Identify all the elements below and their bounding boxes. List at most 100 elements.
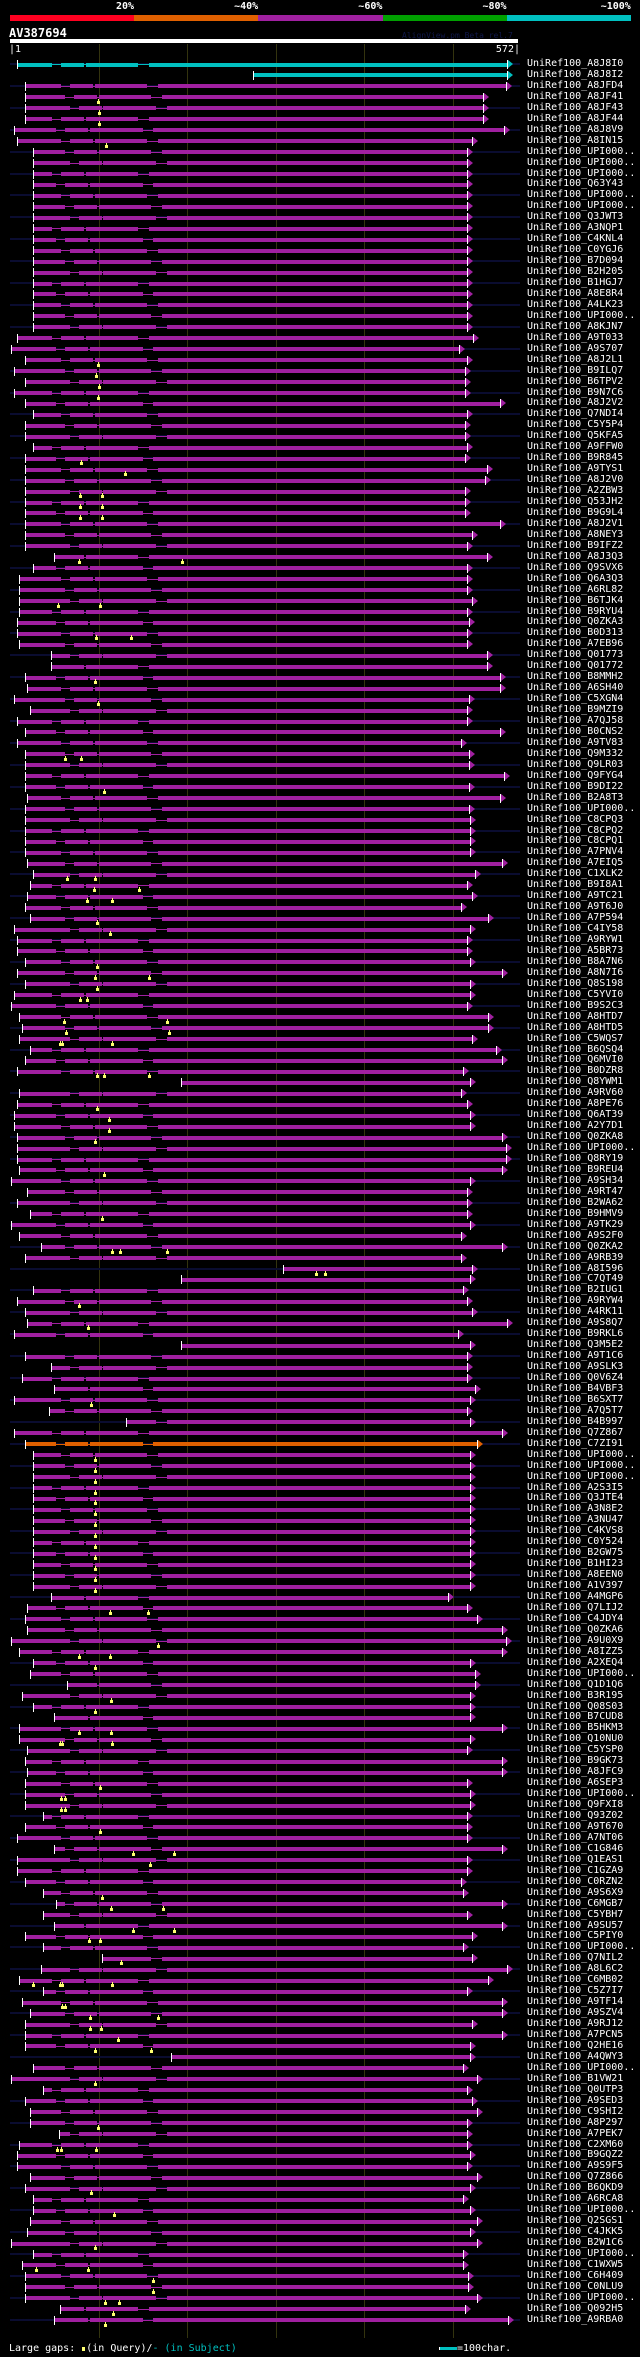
hit-label[interactable]: UniRef100_Q3JTE4 xyxy=(527,1492,624,1504)
hit-label[interactable]: UniRef100_B0DZR8 xyxy=(527,1065,624,1077)
hit-label[interactable]: UniRef100_Q7Z867 xyxy=(527,1426,624,1438)
hit-label[interactable]: UniRef100_A9S8Q7 xyxy=(527,1317,624,1329)
hit-label[interactable]: UniRef100_Q1D1Q6 xyxy=(527,1678,624,1690)
hit-label[interactable]: UniRef100_A7NT06 xyxy=(527,1831,624,1843)
hit-label[interactable]: UniRef100_A4RK11 xyxy=(527,1306,624,1318)
hit-label[interactable]: UniRef100_C8CPQ3 xyxy=(527,813,624,825)
hit-label[interactable]: UniRef100_A3N8E2 xyxy=(527,1503,624,1515)
hit-label[interactable]: UniRef100_A7P594 xyxy=(527,912,624,924)
hit-label[interactable]: UniRef100_Q9M332 xyxy=(527,747,624,759)
hit-label[interactable]: UniRef100_C4JKK5 xyxy=(527,2226,624,2238)
hit-label[interactable]: UniRef100_B5HKM3 xyxy=(527,1722,624,1734)
hit-label[interactable]: UniRef100_A8NEY3 xyxy=(527,528,624,540)
hit-label[interactable]: UniRef100_A8J2L1 xyxy=(527,353,624,365)
hit-label[interactable]: UniRef100_A9T033 xyxy=(527,331,624,343)
hit-label[interactable]: UniRef100_B6SXT7 xyxy=(527,1393,624,1405)
hit-label[interactable]: UniRef100_Q08S03 xyxy=(527,1700,624,1712)
hit-label[interactable]: UniRef100_B1HI23 xyxy=(527,1558,624,1570)
hit-label[interactable]: UniRef100_A9RB39 xyxy=(527,1251,624,1263)
hit-label[interactable]: UniRef100_A9SH34 xyxy=(527,1174,624,1186)
hit-label[interactable]: UniRef100_B2H205 xyxy=(527,266,624,278)
hit-label[interactable]: UniRef100_A9TF14 xyxy=(527,1996,624,2008)
hit-label[interactable]: UniRef100_A8N7I6 xyxy=(527,966,624,978)
hit-label[interactable]: UniRef100_UPI000.. xyxy=(527,1448,636,1460)
hit-label[interactable]: UniRef100_Q63Y43 xyxy=(527,178,624,190)
hit-label[interactable]: UniRef100_A8J3Q3 xyxy=(527,550,624,562)
hit-label[interactable]: UniRef100_A6RCA8 xyxy=(527,2193,624,2205)
hit-label[interactable]: UniRef100_UPI000.. xyxy=(527,189,636,201)
hit-label[interactable]: UniRef100_A8J8V9 xyxy=(527,123,624,135)
hit-label[interactable]: UniRef100_B6TPV2 xyxy=(527,375,624,387)
hit-label[interactable]: UniRef100_Q01772 xyxy=(527,660,624,672)
hit-label[interactable]: UniRef100_B9ILQ7 xyxy=(527,364,624,376)
hit-label[interactable]: UniRef100_B6QKD9 xyxy=(527,2182,624,2194)
hit-label[interactable]: UniRef100_UPI000.. xyxy=(527,2204,636,2216)
hit-label[interactable]: UniRef100_A8J2V2 xyxy=(527,397,624,409)
hit-label[interactable]: UniRef100_A6RL82 xyxy=(527,583,624,595)
hit-label[interactable]: UniRef100_C1XLK2 xyxy=(527,868,624,880)
hit-label[interactable]: UniRef100_A4LK23 xyxy=(527,298,624,310)
hit-label[interactable]: UniRef100_UPI000.. xyxy=(527,167,636,179)
hit-label[interactable]: UniRef100_Q7NIL2 xyxy=(527,1952,624,1964)
hit-label[interactable]: UniRef100_A9SLK3 xyxy=(527,1361,624,1373)
hit-label[interactable]: UniRef100_UPI000.. xyxy=(527,309,636,321)
hit-label[interactable]: UniRef100_A7PCN5 xyxy=(527,2029,624,2040)
hit-label[interactable]: UniRef100_A8KJN7 xyxy=(527,320,624,332)
hit-label[interactable]: UniRef100_A7EIQ5 xyxy=(527,857,624,869)
hit-label[interactable]: UniRef100_C5Z7I7 xyxy=(527,1985,624,1997)
hit-label[interactable]: UniRef100_UPI000.. xyxy=(527,1667,636,1679)
hit-label[interactable]: UniRef100_C1WXW5 xyxy=(527,2258,624,2270)
hit-label[interactable]: UniRef100_Q9FYG4 xyxy=(527,769,624,781)
hit-label[interactable]: UniRef100_C8CPQ2 xyxy=(527,824,624,836)
hit-label[interactable]: UniRef100_UPI000.. xyxy=(527,2061,636,2073)
hit-label[interactable]: UniRef100_A9T1C6 xyxy=(527,1350,624,1362)
hit-label[interactable]: UniRef100_A8E8R4 xyxy=(527,287,624,299)
hit-label[interactable]: UniRef100_A8I596 xyxy=(527,1262,624,1274)
hit-label[interactable]: UniRef100_A3NU47 xyxy=(527,1514,624,1526)
hit-label[interactable]: UniRef100_A6SH40 xyxy=(527,682,624,694)
hit-label[interactable]: UniRef100_A8PE76 xyxy=(527,1098,624,1110)
hit-label[interactable]: UniRef100_B4B997 xyxy=(527,1415,624,1427)
hit-label[interactable]: UniRef100_C6MB02 xyxy=(527,1974,624,1986)
hit-label[interactable]: UniRef100_Q8RY19 xyxy=(527,1153,624,1164)
hit-label[interactable]: UniRef100_A4QWY3 xyxy=(527,2050,624,2062)
hit-label[interactable]: UniRef100_A9S2F0 xyxy=(527,1229,624,1241)
hit-label[interactable]: UniRef100_Q0ZKA8 xyxy=(527,1131,624,1143)
hit-label[interactable]: UniRef100_A8L6C2 xyxy=(527,1963,624,1975)
hit-label[interactable]: UniRef100_A9T670 xyxy=(527,1820,624,1832)
hit-label[interactable]: UniRef100_Q10NU0 xyxy=(527,1733,624,1745)
hit-label[interactable]: UniRef100_Q9SVX6 xyxy=(527,561,624,573)
hit-label[interactable]: UniRef100_A9SU57 xyxy=(527,1919,624,1931)
hit-label[interactable]: UniRef100_A8JF44 xyxy=(527,112,624,124)
hit-label[interactable]: UniRef100_A4MGP6 xyxy=(527,1591,624,1602)
hit-label[interactable]: UniRef100_A9TV83 xyxy=(527,736,624,748)
hit-label[interactable]: UniRef100_Q3M5E2 xyxy=(527,1339,624,1351)
hit-label[interactable]: UniRef100_A8P297 xyxy=(527,2116,624,2128)
hit-label[interactable]: UniRef100_A8J8I0 xyxy=(527,58,624,69)
hit-label[interactable]: UniRef100_UPI000.. xyxy=(527,200,636,212)
hit-label[interactable]: UniRef100_A2S3I5 xyxy=(527,1481,624,1493)
hit-label[interactable]: UniRef100_A7Q5T7 xyxy=(527,1404,624,1416)
hit-label[interactable]: UniRef100_B9HMV9 xyxy=(527,1207,624,1219)
hit-label[interactable]: UniRef100_C6MGB7 xyxy=(527,1897,624,1909)
hit-label[interactable]: UniRef100_A9S9F5 xyxy=(527,2160,624,2172)
hit-label[interactable]: UniRef100_Q7LIJ2 xyxy=(527,1601,624,1613)
hit-label[interactable]: UniRef100_C5YBH7 xyxy=(527,1908,624,1920)
hit-label[interactable]: UniRef100_A3NQP1 xyxy=(527,222,624,234)
hit-label[interactable]: UniRef100_B8A7N6 xyxy=(527,955,624,967)
hit-label[interactable]: UniRef100_C5PIY0 xyxy=(527,1930,624,1942)
hit-label[interactable]: UniRef100_Q8S198 xyxy=(527,977,624,989)
hit-label[interactable]: UniRef100_C4JDY4 xyxy=(527,1612,624,1624)
hit-label[interactable]: UniRef100_A9TK29 xyxy=(527,1218,624,1230)
hit-label[interactable]: UniRef100_A2XEQ4 xyxy=(527,1656,624,1668)
hit-label[interactable]: UniRef100_A8IZZ5 xyxy=(527,1645,624,1657)
hit-label[interactable]: UniRef100_C0NLU9 xyxy=(527,2280,624,2292)
hit-label[interactable]: UniRef100_Q092H5 xyxy=(527,2302,624,2314)
hit-label[interactable]: UniRef100_A8IN15 xyxy=(527,134,624,146)
hit-label[interactable]: UniRef100_B9G9L4 xyxy=(527,506,624,518)
hit-label[interactable]: UniRef100_Q1EAS1 xyxy=(527,1853,624,1865)
hit-label[interactable]: UniRef100_UPI000.. xyxy=(527,145,636,157)
hit-label[interactable]: UniRef100_B1HGJ7 xyxy=(527,277,624,288)
hit-label[interactable]: UniRef100_B9MZI9 xyxy=(527,704,624,716)
hit-label[interactable]: UniRef100_UPI000.. xyxy=(527,156,636,168)
